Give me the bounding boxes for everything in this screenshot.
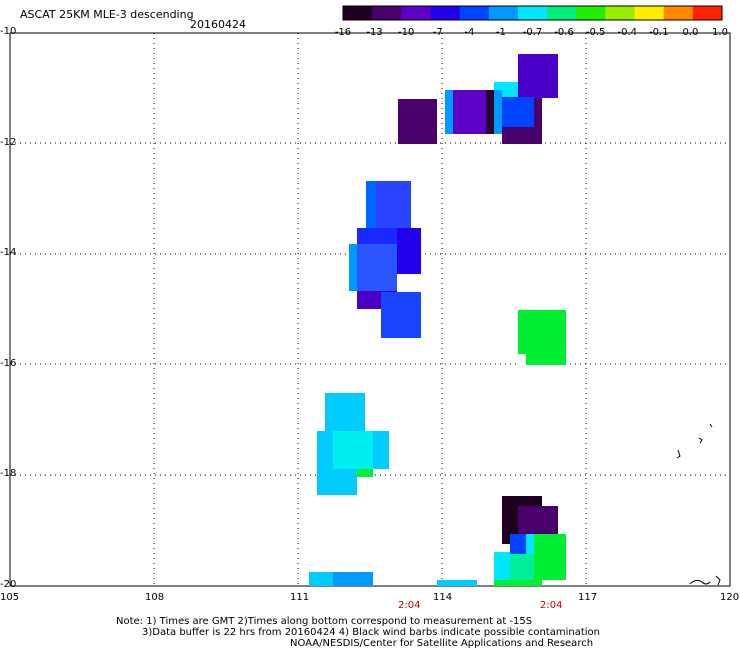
colorbar [342,5,723,21]
colorbar-swatch [372,6,402,20]
island-outline [709,423,713,428]
colorbar-swatch [692,6,723,20]
lon-label: 114 [433,592,453,603]
swath-cell [486,90,494,134]
swath-cell [309,572,333,586]
product-title: ASCAT 25KM MLE-3 descending [20,8,194,21]
swath-cell [437,580,477,586]
swath-cell [494,90,502,134]
colorbar-label: -0.5 [585,27,606,38]
colorbar-label: -7 [432,27,443,38]
colorbar-swatch [430,6,461,20]
swath-cell [518,54,558,98]
swath-cell [502,97,534,127]
island-outline [715,575,721,586]
swath-cell [518,506,558,536]
lat-label: -16 [0,358,17,369]
swath-cell [494,552,510,580]
swath-cell [317,469,357,495]
note-line-3: NOAA/NESDIS/Center for Satellite Applica… [290,638,594,649]
note-line-2: 3)Data buffer is 22 hrs from 20160424 4)… [142,627,600,638]
swath-cell [357,291,381,309]
swath-cell [494,580,542,586]
colorbar-swatch [459,6,490,20]
pass-time: 2:04 [398,600,421,611]
colorbar-swatch [488,6,519,20]
swath-cell [510,534,526,554]
lat-label: -14 [0,247,17,258]
lon-label: 111 [290,592,310,603]
swath-cell [534,534,566,580]
swath-cell [398,99,437,144]
colorbar-label: -0.7 [522,27,543,38]
swath-cell [357,244,397,291]
swath-cell [534,98,542,128]
swath-cells [309,54,566,586]
lon-label: 108 [145,592,165,603]
graticule [10,33,730,586]
lat-label: -18 [0,468,17,479]
lon-label: 120 [720,592,740,603]
colorbar-swatch [547,6,577,20]
swath-cell [357,469,373,477]
swath-cell [502,127,542,144]
lat-label: -20 [0,579,17,590]
swath-cell [325,393,365,433]
swath-cell [381,292,421,338]
colorbar-label: 0.0 [682,27,699,38]
swath-cell [349,244,357,291]
colorbar-swatch [576,6,606,20]
product-date: 20160424 [190,18,246,31]
swath-cell [366,181,376,229]
colorbar-frame [342,5,723,21]
colorbar-label: -0.6 [554,27,574,38]
swath-cell [397,228,421,274]
colorbar-label: -10 [397,27,415,38]
swath-cell [518,354,526,365]
map-frame [9,32,731,587]
colorbar-label: -16 [334,27,352,38]
colorbar-label: -13 [366,27,383,38]
colorbar-label: 1.0 [712,27,728,38]
island-outline [689,579,711,585]
colorbar-label: -1 [495,27,506,38]
swath-cell [333,431,373,469]
note-line-1: Note: 1) Times are GMT 2)Times along bot… [116,616,533,627]
lat-label: -12 [0,137,17,148]
colorbar-swatch [343,6,373,20]
swath-cell [510,554,534,580]
colorbar-swatch [517,6,548,20]
pass-time: 2:04 [540,600,563,611]
colorbar-label: -0.1 [649,27,669,38]
colorbar-swatch [663,6,694,20]
island-outline [676,449,681,459]
lon-label: 105 [0,592,20,603]
colorbar-label: -0.4 [617,27,638,38]
colorbar-swatch [401,6,431,20]
lon-label: 117 [578,592,598,603]
colorbar-swatch [605,6,636,20]
swath-cell [453,90,486,134]
swath-cell [445,90,453,134]
lat-label: -10 [0,26,17,37]
colorbar-swatch [634,6,665,20]
coastline [676,423,721,586]
island-outline [698,437,703,444]
colorbar-label: -4 [464,27,475,38]
